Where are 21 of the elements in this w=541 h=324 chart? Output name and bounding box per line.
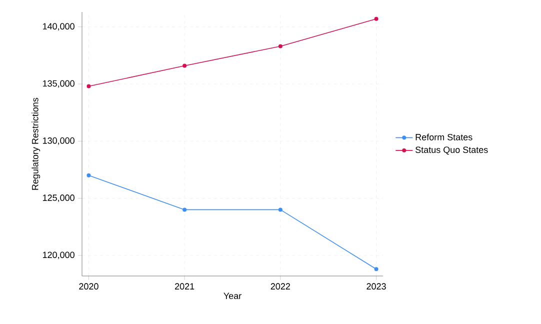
point <box>278 208 282 212</box>
x-tick-label: 2022 <box>270 283 290 290</box>
x-tick-label: 2021 <box>175 283 194 290</box>
y-tick-label: 120,000 <box>42 252 74 260</box>
x-tick-label: 2020 <box>79 283 98 290</box>
point <box>86 173 91 178</box>
y-tick-label: 130,000 <box>42 137 74 145</box>
legend-label: Reform States <box>416 134 472 140</box>
point <box>374 267 378 272</box>
point <box>278 44 282 48</box>
point <box>86 84 91 88</box>
x-tick-label: 2023 <box>366 283 386 290</box>
y-tick-label: 140,000 <box>42 23 74 31</box>
y-tick-label: 135,000 <box>42 80 74 88</box>
y-tick-label: 125,000 <box>42 194 74 202</box>
point <box>182 208 187 212</box>
x-axis-title: Year <box>224 292 242 300</box>
legend-label: Status Quo States <box>416 146 488 155</box>
point <box>182 64 187 68</box>
y-axis-title: Regulatory Restrictions <box>32 98 40 190</box>
point <box>374 16 378 21</box>
